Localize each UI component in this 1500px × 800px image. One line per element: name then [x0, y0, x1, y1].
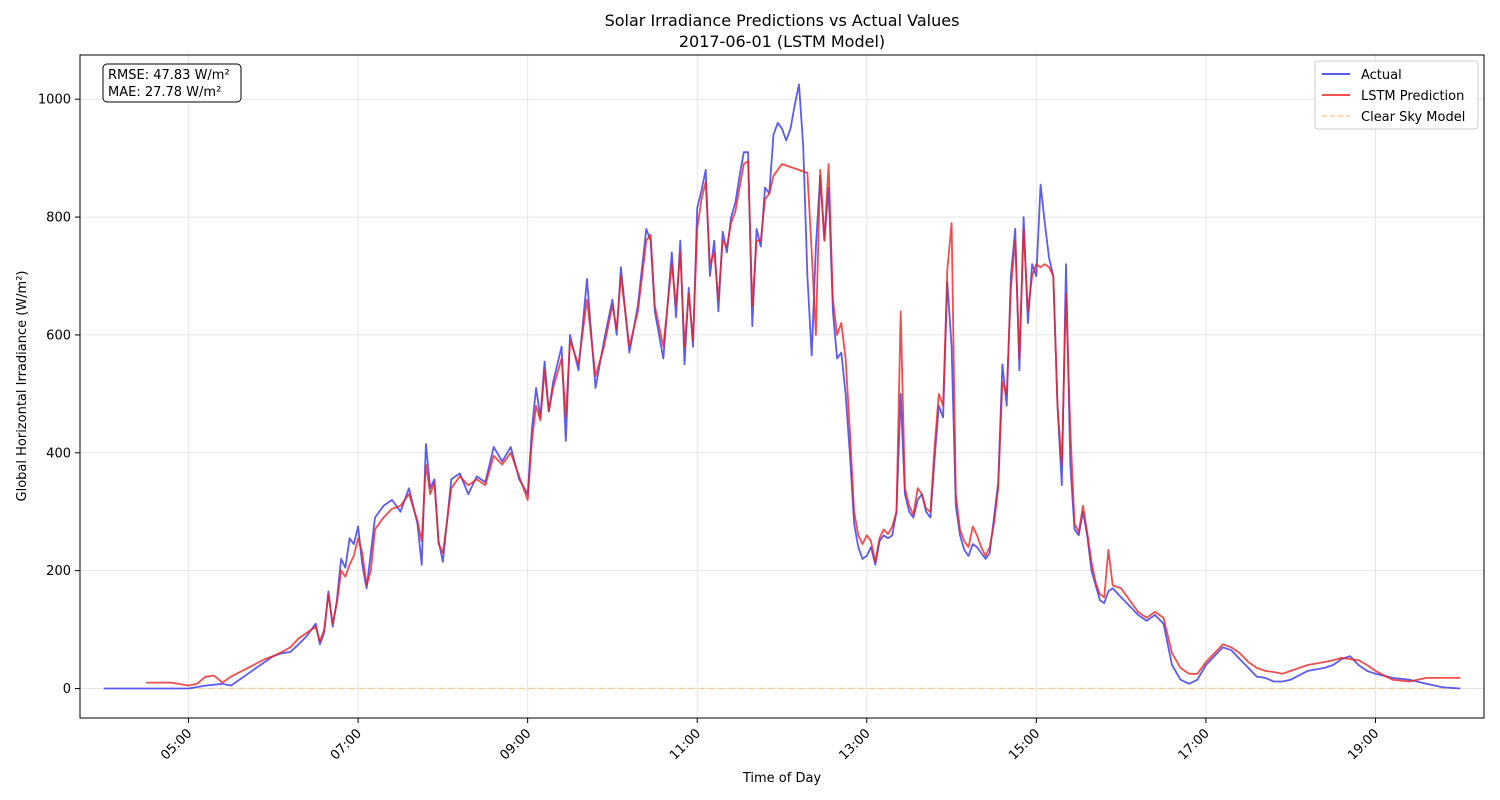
plot-area-frame	[79, 54, 1485, 719]
y-tick-label: 200	[46, 564, 71, 579]
actual-series-line	[103, 83, 1461, 690]
x-tick-label: 07:00	[328, 726, 365, 763]
rmse-metric: RMSE: 47.83 W/m²	[108, 68, 230, 83]
x-tick-label: 15:00	[1006, 726, 1043, 763]
x-tick-label: 05:00	[158, 726, 195, 763]
legend-label-lstm: LSTM Prediction	[1361, 89, 1464, 104]
x-tick-label: 09:00	[497, 726, 534, 763]
x-tick-label: 13:00	[837, 726, 874, 763]
x-tick-label: 11:00	[667, 726, 704, 763]
y-axis-ticks: 0 200 400 600 800 1000	[38, 93, 80, 697]
x-axis-ticks: 05:00 07:00 09:00 11:00 13:00 15:00 17:00 19:00	[158, 718, 1382, 763]
y-tick-label: 600	[46, 328, 71, 343]
legend-label-clear-sky: Clear Sky Model	[1361, 110, 1465, 125]
legend-frame	[1314, 60, 1479, 130]
y-tick-label: 0	[63, 682, 71, 697]
y-tick-label: 400	[46, 446, 71, 461]
chart-title: Solar Irradiance Predictions vs Actual V…	[605, 11, 960, 30]
y-axis-label: Global Horizontal Irradiance (W/m²)	[15, 271, 30, 502]
legend: Actual LSTM Prediction Clear Sky Model	[1314, 60, 1479, 130]
x-tick-label: 17:00	[1176, 726, 1213, 763]
lstm-prediction-series-line	[146, 160, 1461, 687]
grid-lines	[80, 55, 1484, 718]
chart-subtitle: 2017-06-01 (LSTM Model)	[679, 32, 885, 51]
y-tick-label: 1000	[38, 93, 71, 108]
series-lines	[103, 83, 1461, 690]
x-tick-label: 19:00	[1345, 726, 1382, 763]
metrics-box-frame	[102, 63, 242, 103]
y-tick-label: 800	[46, 211, 71, 226]
metrics-box: RMSE: 47.83 W/m² MAE: 27.78 W/m²	[102, 63, 242, 103]
x-axis-label: Time of Day	[742, 771, 822, 786]
legend-label-actual: Actual	[1361, 68, 1402, 83]
mae-metric: MAE: 27.78 W/m²	[108, 85, 221, 100]
